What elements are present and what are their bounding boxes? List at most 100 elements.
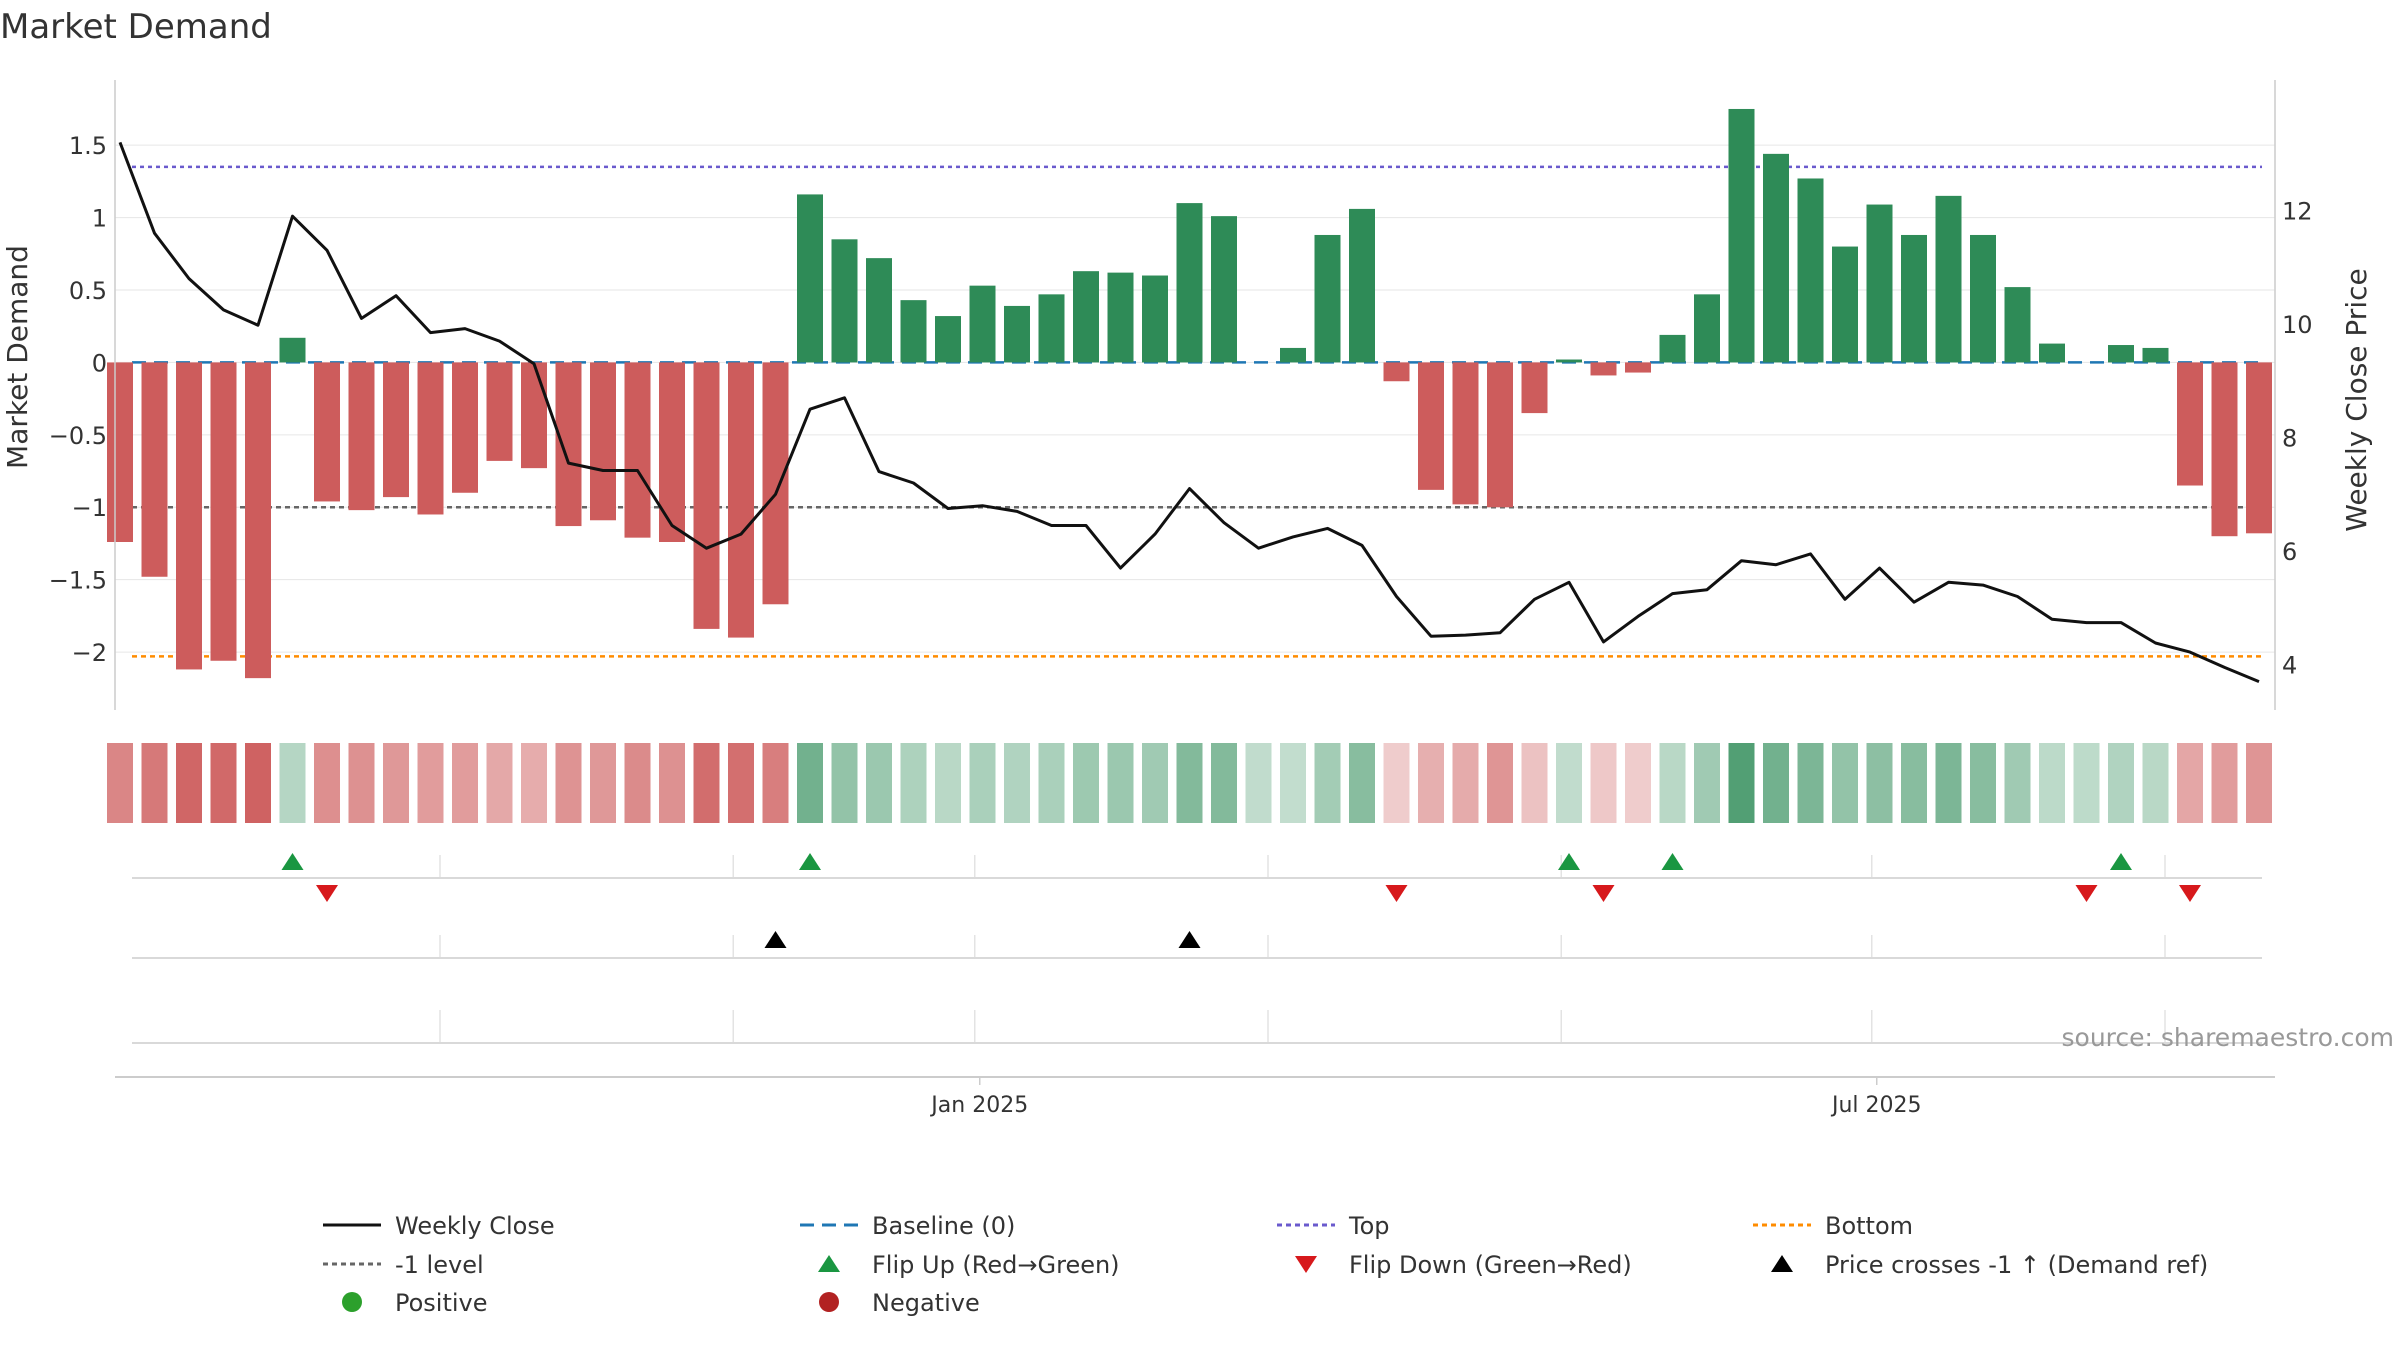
x-tick-label: Jul 2025	[1830, 1093, 1922, 1118]
demand-bar	[1211, 216, 1237, 363]
strip-cell	[417, 743, 444, 823]
strip-cell	[383, 743, 409, 823]
strip-cell	[141, 743, 168, 823]
demand-intensity-strip	[107, 743, 2272, 823]
strip-cell	[245, 743, 271, 823]
demand-bar	[1107, 272, 1134, 363]
y2-tick-label: 4	[2282, 652, 2297, 680]
strip-cell	[1004, 743, 1030, 823]
y-axis-label: Market Demand	[1, 245, 34, 469]
flip-up-marker	[1661, 853, 1684, 870]
strip-cell	[969, 743, 996, 823]
demand-bar	[1901, 234, 1927, 363]
legend-item: Bottom	[1753, 1212, 1913, 1240]
weekly-close-line	[118, 141, 2260, 683]
demand-bar	[2246, 362, 2272, 534]
strip-cell	[2004, 743, 2031, 823]
demand-bar	[831, 239, 858, 363]
strip-cell	[1590, 743, 1617, 823]
source-credit: source: sharemaestro.com	[2062, 1023, 2395, 1052]
demand-bar	[1349, 208, 1375, 363]
strip-cell	[1383, 743, 1410, 823]
flip-down-marker	[2075, 885, 2098, 902]
demand-bar	[555, 362, 582, 527]
legend-swatch	[818, 1255, 840, 1272]
y2-tick-label: 6	[2282, 538, 2297, 566]
strip-cell	[935, 743, 961, 823]
flip-down-marker	[316, 885, 338, 902]
weekly-close-path	[118, 141, 2260, 683]
strip-cell	[1521, 743, 1548, 823]
strip-cell	[1487, 743, 1513, 823]
legend-label: Weekly Close	[395, 1212, 555, 1240]
strip-cell	[1556, 743, 1582, 823]
legend-item: Flip Up (Red→Green)	[818, 1251, 1120, 1279]
demand-bar	[693, 362, 720, 629]
y-tick-label: 0.5	[69, 277, 107, 305]
demand-bar	[452, 362, 478, 493]
demand-bar	[1038, 294, 1065, 363]
demand-bar	[2108, 345, 2134, 363]
strip-cell	[521, 743, 547, 823]
legend-label: -1 level	[395, 1251, 484, 1279]
flip-down-marker	[1385, 885, 1408, 902]
strip-cell	[1349, 743, 1375, 823]
demand-bar	[1763, 153, 1789, 363]
strip-cell	[314, 743, 340, 823]
legend-swatch	[819, 1292, 839, 1312]
strip-cell	[2177, 743, 2203, 823]
demand-bar	[141, 362, 168, 577]
strip-cell	[831, 743, 858, 823]
strip-cell	[1728, 743, 1755, 823]
demand-bar	[969, 285, 996, 363]
y-tick-label: −0.5	[49, 422, 107, 450]
y-tick-label: −2	[72, 639, 107, 667]
flip-up-marker	[1558, 853, 1580, 870]
strip-cell	[1763, 743, 1789, 823]
demand-bar	[935, 316, 961, 363]
demand-bar	[210, 362, 237, 661]
flip-up-marker	[281, 853, 304, 870]
strip-cell	[176, 743, 202, 823]
demand-bar	[486, 362, 513, 461]
strip-cell	[1142, 743, 1168, 823]
legend-label: Flip Up (Red→Green)	[872, 1251, 1120, 1279]
strip-cell	[555, 743, 582, 823]
demand-bar	[1694, 294, 1720, 363]
strip-cell	[624, 743, 651, 823]
legend-label: Price crosses -1 ↑ (Demand ref)	[1825, 1251, 2208, 1279]
legend-item: Baseline (0)	[800, 1212, 1015, 1240]
demand-bar	[1176, 203, 1203, 363]
demand-bar	[659, 362, 685, 542]
strip-cell	[1694, 743, 1720, 823]
demand-bar	[1452, 362, 1479, 505]
y2-tick-label: 12	[2282, 198, 2313, 226]
y-tick-label: 0	[92, 349, 107, 377]
demand-bar	[1866, 204, 1893, 363]
demand-bar	[1935, 195, 1962, 363]
demand-bar	[383, 362, 409, 498]
legend-swatch	[1771, 1255, 1793, 1272]
price-cross-marker	[1178, 931, 1201, 948]
legend-swatch	[342, 1292, 362, 1312]
y-tick-label: −1	[72, 494, 107, 522]
flip-down-marker	[1592, 885, 1615, 902]
demand-bar	[797, 194, 823, 363]
demand-bar	[1383, 362, 1410, 382]
strip-cell	[2108, 743, 2134, 823]
strip-cell	[693, 743, 720, 823]
demand-bar	[279, 337, 306, 363]
x-tick-label: Jan 2025	[929, 1093, 1028, 1118]
legend-label: Positive	[395, 1289, 488, 1317]
strip-cell	[1038, 743, 1065, 823]
strip-cell	[452, 743, 478, 823]
demand-bar	[1728, 108, 1755, 363]
demand-bar	[2004, 287, 2031, 363]
strip-cell	[659, 743, 685, 823]
legend-item: Negative	[819, 1289, 980, 1317]
demand-bar	[521, 362, 547, 469]
demand-bar	[417, 362, 444, 515]
y-tick-label: −1.5	[49, 567, 107, 595]
flip-down-marker	[2179, 885, 2201, 902]
demand-bar	[348, 362, 375, 511]
